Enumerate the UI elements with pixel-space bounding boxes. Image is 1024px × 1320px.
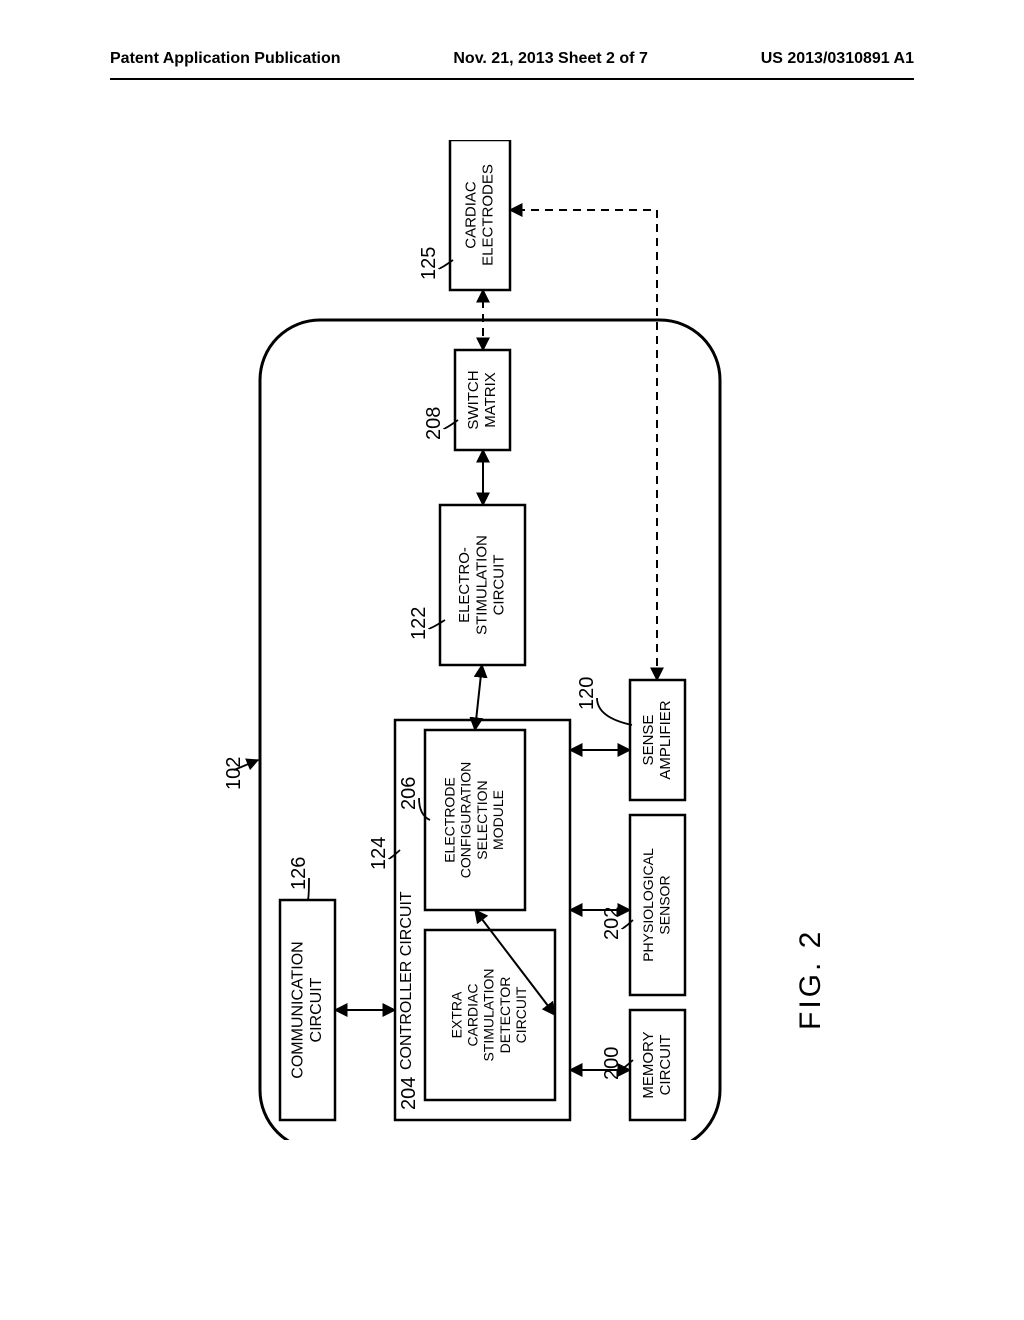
- header-center: Nov. 21, 2013 Sheet 2 of 7: [453, 50, 647, 68]
- svg-text:CONFIGURATION: CONFIGURATION: [458, 762, 474, 878]
- svg-text:COMMUNICATION: COMMUNICATION: [290, 941, 307, 1078]
- svg-text:STIMULATION: STIMULATION: [473, 535, 490, 635]
- svg-text:EXTRA: EXTRA: [449, 991, 465, 1038]
- ref-204: 204: [398, 1077, 420, 1110]
- ref-206: 206: [398, 777, 420, 810]
- connector: [510, 210, 657, 680]
- diagram-svg: COMMUNICATIONCIRCUITCONTROLLER CIRCUITEX…: [120, 140, 900, 1140]
- header-rule: [110, 78, 914, 80]
- ref-208: 208: [423, 407, 445, 440]
- svg-text:PHYSIOLOGICAL: PHYSIOLOGICAL: [640, 848, 656, 962]
- ref-126: 126: [288, 857, 310, 890]
- svg-text:CIRCUIT: CIRCUIT: [491, 555, 508, 616]
- svg-text:CONTROLLER CIRCUIT: CONTROLLER CIRCUIT: [398, 891, 415, 1070]
- svg-text:CIRCUIT: CIRCUIT: [657, 1035, 674, 1096]
- ref-200: 200: [601, 1047, 623, 1080]
- ref-120: 120: [576, 677, 598, 710]
- svg-text:ELECTRODE: ELECTRODE: [442, 777, 458, 863]
- svg-text:CARDIAC: CARDIAC: [462, 181, 479, 249]
- svg-text:MEMORY: MEMORY: [640, 1031, 657, 1098]
- svg-text:CIRCUIT: CIRCUIT: [308, 977, 325, 1042]
- svg-text:CIRCUIT: CIRCUIT: [513, 986, 529, 1043]
- svg-text:MODULE: MODULE: [490, 790, 506, 850]
- svg-text:ELECTRODES: ELECTRODES: [480, 164, 497, 266]
- svg-text:SWITCH: SWITCH: [465, 370, 482, 429]
- svg-text:CARDIAC: CARDIAC: [465, 983, 481, 1046]
- page-header: Patent Application Publication Nov. 21, …: [0, 50, 1024, 68]
- svg-text:SELECTION: SELECTION: [474, 780, 490, 859]
- svg-text:DETECTOR: DETECTOR: [497, 977, 513, 1054]
- ref-122: 122: [408, 607, 430, 640]
- header-right: US 2013/0310891 A1: [761, 50, 914, 68]
- svg-text:SENSOR: SENSOR: [656, 875, 672, 934]
- svg-text:AMPLIFIER: AMPLIFIER: [657, 700, 674, 779]
- figure-caption: FIG. 2: [794, 929, 827, 1030]
- svg-text:STIMULATION: STIMULATION: [481, 968, 497, 1061]
- header-left: Patent Application Publication: [110, 50, 341, 68]
- ref-202: 202: [601, 907, 623, 940]
- block-diagram: COMMUNICATIONCIRCUITCONTROLLER CIRCUITEX…: [120, 140, 900, 1140]
- svg-text:ELECTRO-: ELECTRO-: [456, 547, 473, 623]
- ref-124: 124: [368, 837, 390, 870]
- svg-text:MATRIX: MATRIX: [482, 372, 499, 428]
- ref-125: 125: [418, 247, 440, 280]
- svg-text:SENSE: SENSE: [640, 715, 657, 766]
- ref-102: 102: [223, 757, 245, 790]
